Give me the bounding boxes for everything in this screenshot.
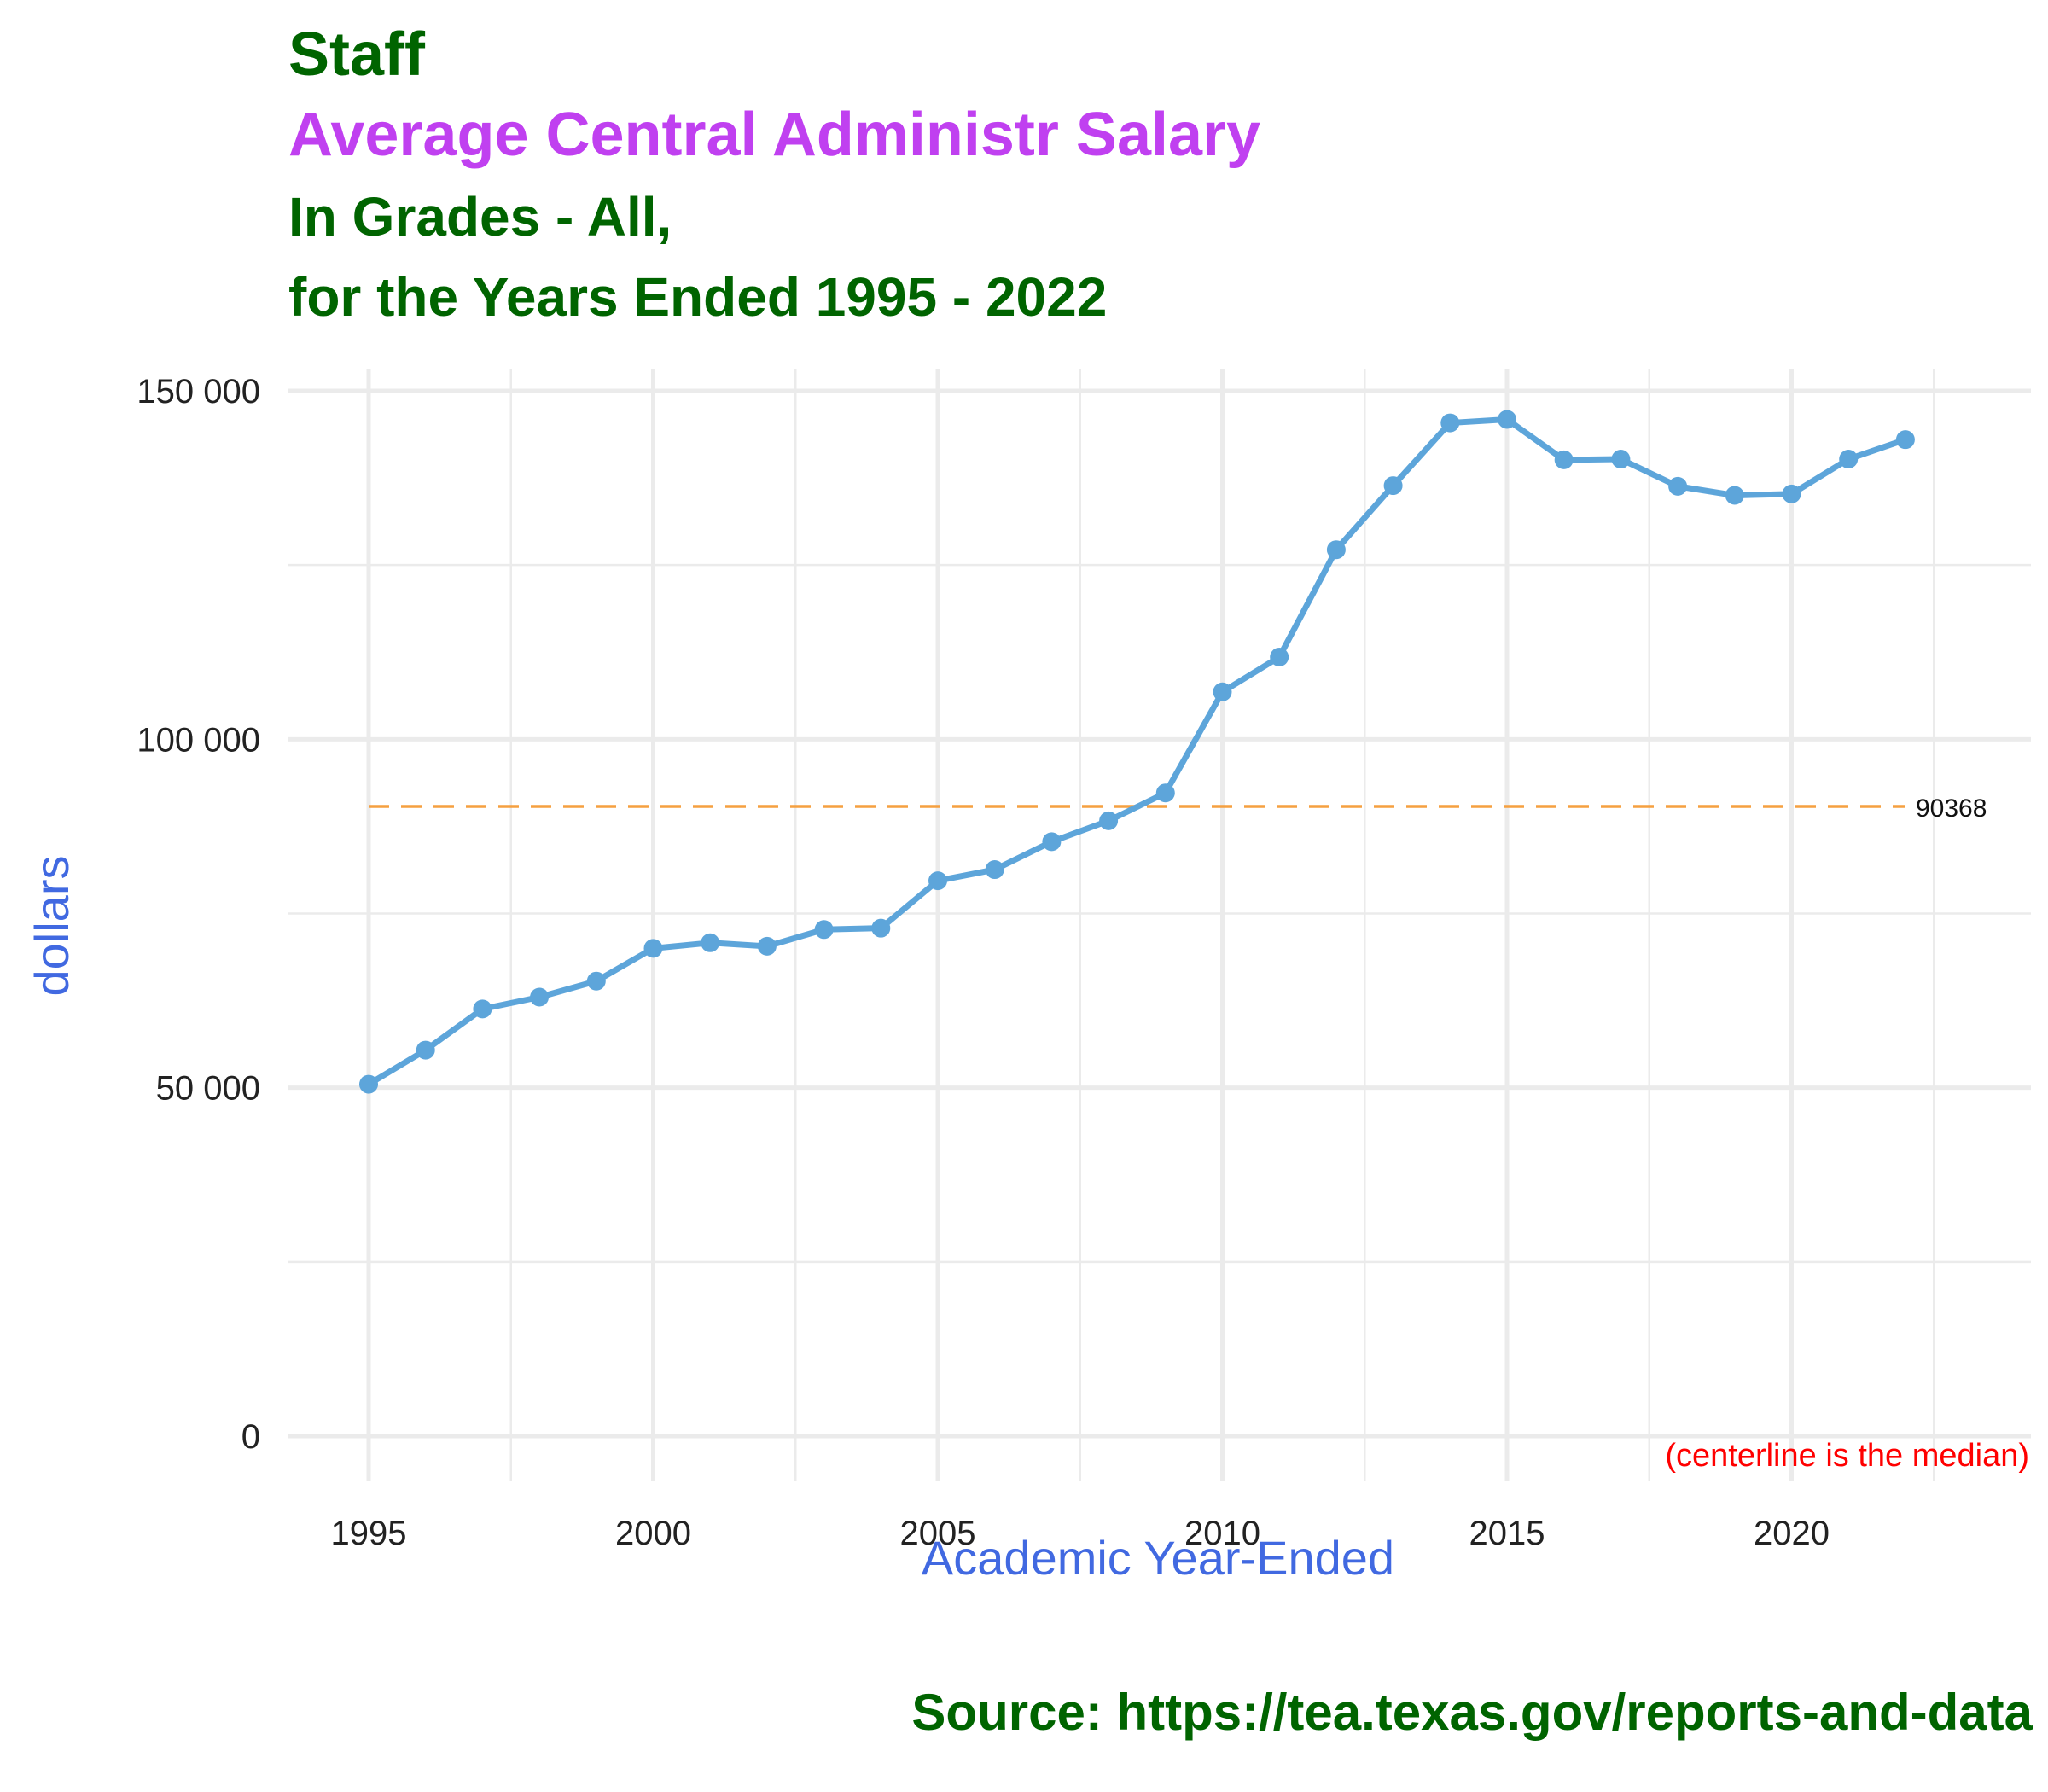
median-centerline: 90368 xyxy=(369,794,1987,823)
x-tick-label: 2010 xyxy=(1184,1515,1260,1552)
data-point xyxy=(757,936,777,956)
x-tick-label: 2015 xyxy=(1469,1515,1545,1552)
axis-tick-labels: 0 50 000 100 000 150 000 1995 2000 2005 2010 201… xyxy=(137,373,1830,1552)
data-point xyxy=(1498,410,1516,429)
data-point xyxy=(814,920,834,940)
data-point xyxy=(1042,832,1062,852)
x-tick-label: 1995 xyxy=(331,1515,407,1552)
data-point xyxy=(416,1040,435,1060)
data-point xyxy=(701,933,720,952)
chart-title: Staff xyxy=(288,20,425,89)
y-tick-label: 100 000 xyxy=(137,721,260,759)
data-point xyxy=(1782,484,1801,503)
data-point xyxy=(1725,486,1744,505)
data-point xyxy=(1440,413,1460,433)
data-point xyxy=(1895,430,1915,450)
source-caption: Source: https://tea.texas.gov/reports-an… xyxy=(911,1684,2033,1741)
data-point xyxy=(928,871,947,891)
y-axis-label: dollars xyxy=(25,856,79,997)
data-point xyxy=(1554,450,1574,469)
x-axis-label: Academic Year-Ended xyxy=(922,1531,1394,1585)
y-tick-label: 50 000 xyxy=(156,1070,260,1108)
data-point xyxy=(871,918,891,938)
data-point xyxy=(359,1074,378,1094)
y-tick-label: 0 xyxy=(241,1418,260,1456)
data-point xyxy=(1213,682,1232,701)
grid-lines xyxy=(288,369,2031,1481)
centerline-note: (centerline is the median) xyxy=(1665,1438,2029,1474)
x-tick-label: 2000 xyxy=(615,1515,691,1552)
title-block: Staff Average Central Administr Salary I… xyxy=(288,17,1260,338)
data-point xyxy=(1155,783,1175,803)
x-tick-label: 2020 xyxy=(1754,1515,1830,1552)
data-point xyxy=(530,987,550,1007)
data-point xyxy=(586,971,606,991)
data-series xyxy=(359,410,1915,1094)
chart-subtitle: Average Central Administr Salary xyxy=(288,101,1261,169)
data-point xyxy=(1270,647,1289,666)
chart-subtitle-grades: In Grades - All, xyxy=(288,186,672,247)
data-point xyxy=(1326,540,1346,560)
data-point xyxy=(1668,476,1688,496)
data-point xyxy=(1383,476,1403,496)
data-point xyxy=(1611,450,1631,469)
data-point xyxy=(473,999,492,1019)
y-tick-label: 150 000 xyxy=(137,373,260,410)
data-point xyxy=(643,939,663,958)
centerline-value-label: 90368 xyxy=(1916,794,1987,823)
series-line xyxy=(367,416,1907,1087)
chart-subtitle-years: for the Years Ended 1995 - 2022 xyxy=(288,266,1108,328)
x-tick-label: 2005 xyxy=(900,1515,976,1552)
data-point xyxy=(1839,450,1859,469)
data-point xyxy=(985,860,1004,880)
data-point xyxy=(1099,811,1119,830)
